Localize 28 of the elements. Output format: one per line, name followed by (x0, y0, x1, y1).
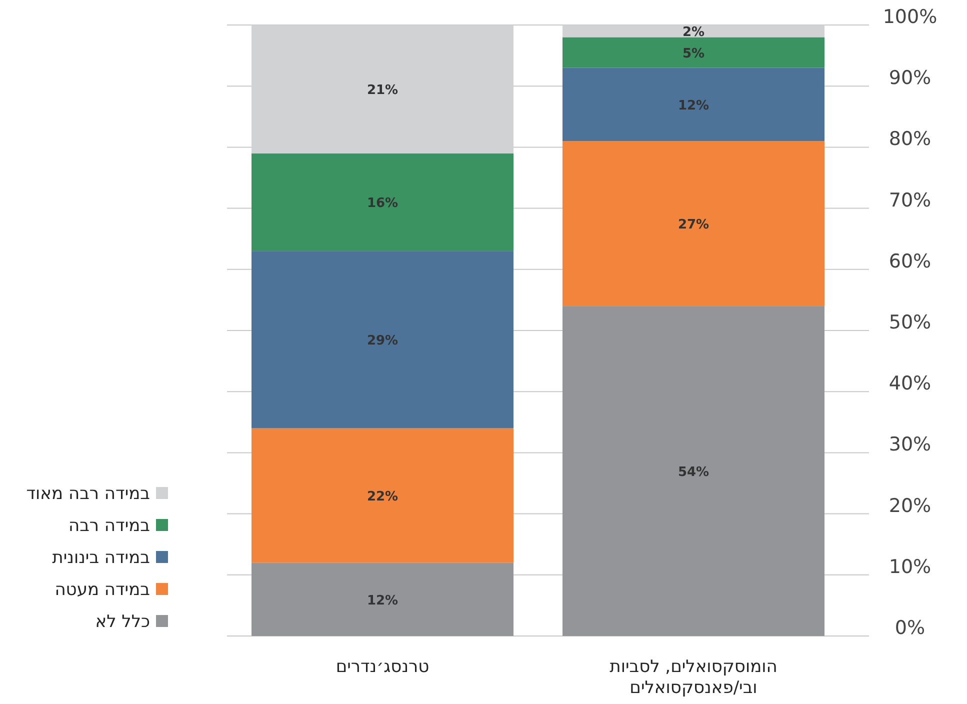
data-label: 12% (366, 593, 398, 608)
y-tick-label: 50% (888, 312, 932, 334)
data-label: 2% (682, 25, 705, 40)
legend-label: במידה רבה (68, 516, 150, 536)
data-label: 12% (678, 98, 710, 114)
y-tick-label: 0% (894, 617, 926, 639)
legend-label: במידה בינונית (52, 548, 150, 568)
x-tick-label: טרנסג׳נדרים (336, 657, 430, 677)
data-label: 21% (366, 83, 398, 98)
data-label: 16% (366, 196, 398, 212)
data-label: 5% (682, 46, 705, 62)
y-tick-label: 30% (888, 434, 932, 456)
y-tick-label: 90% (888, 67, 932, 90)
legend-label: כלל לא (95, 612, 150, 632)
y-tick-label: 70% (888, 189, 932, 212)
y-tick-label: 40% (888, 372, 932, 395)
data-label: 29% (366, 334, 398, 349)
y-tick-label: 10% (888, 556, 932, 578)
y-tick-label: 100% (882, 6, 938, 28)
y-tick-label: 20% (888, 494, 932, 517)
y-tick-label: 80% (888, 128, 932, 150)
x-tick-label: הומוסקסואלים, לסביות ובי/פאנסקסואלים (610, 657, 778, 698)
y-tick-label: 60% (888, 250, 932, 272)
data-label: 54% (678, 465, 710, 480)
data-label: 27% (678, 218, 710, 233)
data-label: 22% (366, 489, 398, 504)
legend-label: במידה מעטה (54, 580, 150, 600)
legend-label: במידה רבה מאוד (26, 484, 150, 504)
